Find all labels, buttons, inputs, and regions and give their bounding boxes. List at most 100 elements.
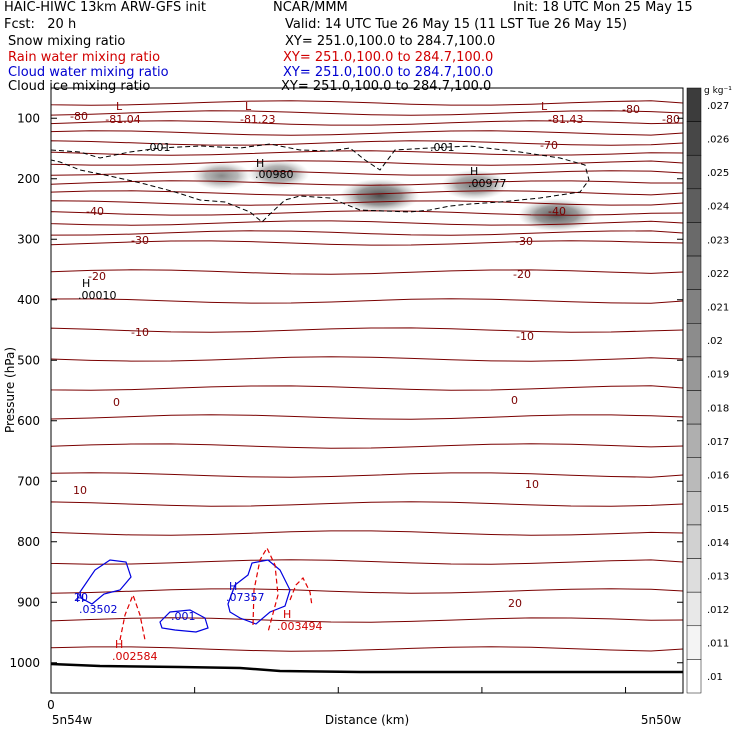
chart-annotations: L -81.04 L -81.23 L -81.43 H .00980 H .0… [74,100,583,663]
temperature-contour-13 [51,230,683,236]
field-name-rain: Rain water mixing ratio [8,50,161,65]
colorbar-swatch-9 [686,390,702,425]
high-value-6: .003494 [277,620,323,633]
y-tick-label-2: 300 [17,232,40,246]
temperature-label-6: -30 [131,234,149,247]
colorbar-tick-4: .023 [707,235,729,246]
temperature-label-14: 10 [73,484,87,497]
colorbar-swatch-5 [686,255,702,290]
high-mark-4: H [76,592,84,605]
high-mark-3: H [82,277,90,290]
distance-axis [50,687,627,693]
field-name-cloud-water: Cloud water mixing ratio [8,65,169,80]
x-start-label: 0 [47,698,55,712]
y-tick-label-7: 800 [17,535,40,549]
snow-contour-label-2: .001 [430,141,455,154]
y-tick-label-9: 1000 [9,656,40,670]
colorbar-tick-10: .017 [707,437,729,448]
temperature-label-11: -10 [516,330,534,343]
colorbar-tick-5: .022 [707,269,729,280]
y-tick-label-1: 200 [17,172,40,186]
ice-core-0 [191,161,252,190]
temperature-label-2: -80 [662,113,680,126]
temperature-label-13: 0 [511,394,518,407]
high-value-3: .00010 [78,289,117,302]
low-mark-2: L [245,100,252,113]
temperature-label-7: -30 [515,235,533,248]
plot-frame [50,87,684,694]
colorbar-swatch-13 [686,524,702,559]
low-mark-1: L [116,100,123,113]
colorbar-tick-11: .016 [707,471,729,482]
colorbar-unit: g kg⁻¹ [704,86,732,96]
field-name-cloud-ice: Cloud ice mixing ratio [8,79,151,94]
init-time: Init: 18 UTC Mon 25 May 15 [513,0,693,15]
colorbar-swatch-8 [686,356,702,391]
colorbar-swatch-2 [686,154,702,190]
temperature-contour-11 [51,210,683,216]
temperature-contour-1 [51,110,683,116]
cloud-water-contour-label: .001 [171,610,196,623]
low-mark-3: L [541,100,548,113]
valid-time: Valid: 14 UTC Tue 26 May 15 (11 LST Tue … [285,17,628,32]
colorbar-swatch-14 [686,558,702,593]
temperature-contour-20 [51,414,683,420]
ice-core-3 [441,169,508,200]
colorbar-swatch-10 [686,423,702,458]
colorbar-tick-9: .018 [707,403,729,414]
field-xy-cloud-ice: XY= 251.0,100.0 to 284.7,100.0 [281,79,492,94]
low-value-3: -81.43 [548,113,583,126]
temperature-contour-22 [51,472,683,478]
model-title: HAIC-HIWC 13km ARW-GFS init [4,0,206,15]
temperature-contour-21 [51,443,683,449]
temperature-contour-0 [51,100,683,106]
colorbar-tick-8: .019 [707,370,729,381]
temperature-contour-27 [51,617,683,623]
y-tick-label-8: 900 [17,595,40,609]
high-value-5: .07357 [226,591,265,604]
field-xy-cloud-water: XY= 251.0,100.0 to 284.7,100.0 [283,65,494,80]
temperature-contour-19 [51,385,683,391]
temperature-contour-15 [51,269,683,275]
temperature-contour-5 [51,150,683,156]
y-tick-label-5: 600 [17,414,40,428]
colorbar-tick-14: .013 [707,571,729,582]
x-axis-label: Distance (km) [325,713,409,727]
temperature-contour-9 [51,190,683,196]
snow-ratio-contour [51,143,590,223]
temperature-label-15: 10 [525,478,539,491]
y-tick-label-0: 100 [17,111,40,125]
temperature-contour-25 [51,559,683,565]
x-left-station: 5n54w [52,713,93,727]
temperature-contour-18 [51,356,683,362]
temperature-contour-14 [51,240,683,246]
temperature-contour-23 [51,501,683,507]
high-value-2: .00977 [468,177,507,190]
y-tick-label-3: 400 [17,293,40,307]
temperature-contour-8 [51,180,683,186]
high-mark-5: H [229,580,237,593]
temperature-label-5: -40 [548,205,566,218]
temperature-contour-10 [51,200,683,206]
x-right-station: 5n50w [641,713,682,727]
cloud-ice-shading [191,159,596,232]
temperature-contour-7 [51,170,683,176]
y-tick-label-6: 700 [17,474,40,488]
high-mark-2: H [470,165,478,178]
colorbar-swatch-16 [686,625,702,660]
y-axis-label: Pressure (hPa) [3,347,17,433]
temperature-label-9: -20 [513,268,531,281]
colorbar-swatch-0 [686,87,702,122]
high-mark-6: H [283,608,291,621]
temperature-label-0: -80 [70,110,88,123]
field-xy-snow: XY= 251.0,100.0 to 284.7,100.0 [285,34,496,49]
temperature-label-3: -70 [540,139,558,152]
high-value-7: .002584 [112,650,158,663]
org-label: NCAR/MMM [273,0,348,15]
ice-core-1 [247,159,310,189]
colorbar-tick-0: .027 [707,101,729,112]
high-mark-1: H [256,157,264,170]
y-tick-label-4: 500 [17,353,40,367]
colorbar-tick-1: .026 [707,134,729,145]
